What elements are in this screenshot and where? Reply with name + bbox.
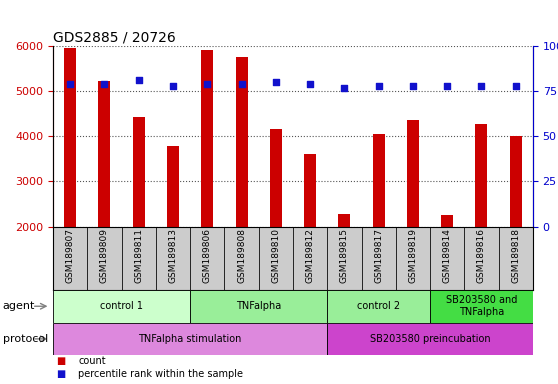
Text: GSM189807: GSM189807 — [66, 228, 75, 283]
Point — [203, 81, 211, 87]
Text: GSM189806: GSM189806 — [203, 228, 211, 283]
Text: SB203580 and
TNFalpha: SB203580 and TNFalpha — [446, 295, 517, 317]
Text: GSM189819: GSM189819 — [408, 228, 417, 283]
Bar — [201, 50, 213, 227]
Bar — [293, 227, 327, 290]
Point — [306, 81, 315, 87]
Text: GSM189812: GSM189812 — [306, 228, 315, 283]
Bar — [373, 134, 384, 227]
Text: protocol: protocol — [3, 334, 48, 344]
Point — [408, 83, 417, 89]
Point — [169, 83, 177, 89]
Bar — [499, 227, 533, 290]
Text: GSM189810: GSM189810 — [271, 228, 280, 283]
Text: control 1: control 1 — [100, 301, 143, 311]
Bar — [464, 227, 499, 290]
Text: control 2: control 2 — [357, 301, 400, 311]
Bar — [430, 227, 464, 290]
Bar — [167, 146, 179, 227]
Text: GSM189809: GSM189809 — [100, 228, 109, 283]
Bar — [407, 120, 419, 227]
Text: GSM189811: GSM189811 — [134, 228, 143, 283]
Point — [374, 83, 383, 89]
Bar — [190, 290, 327, 323]
Bar — [396, 227, 430, 290]
Bar — [53, 290, 190, 323]
Text: ■: ■ — [56, 369, 65, 379]
Bar — [270, 129, 282, 227]
Text: agent: agent — [3, 301, 35, 311]
Point — [271, 79, 280, 85]
Text: GSM189814: GSM189814 — [442, 228, 451, 283]
Bar — [122, 227, 156, 290]
Bar — [87, 227, 122, 290]
Point — [100, 81, 109, 87]
Text: TNFalpha stimulation: TNFalpha stimulation — [138, 334, 242, 344]
Bar — [259, 227, 293, 290]
Bar — [475, 124, 488, 227]
Bar — [327, 227, 362, 290]
Point — [511, 83, 520, 89]
Text: percentile rank within the sample: percentile rank within the sample — [78, 369, 243, 379]
Text: GSM189817: GSM189817 — [374, 228, 383, 283]
Text: GSM189813: GSM189813 — [169, 228, 177, 283]
Point — [237, 81, 246, 87]
Point — [477, 83, 486, 89]
Text: SB203580 preincubation: SB203580 preincubation — [370, 334, 490, 344]
Text: GSM189815: GSM189815 — [340, 228, 349, 283]
Bar — [235, 57, 248, 227]
Point — [442, 83, 451, 89]
Bar — [53, 323, 327, 355]
Bar — [304, 154, 316, 227]
Bar — [430, 290, 533, 323]
Bar — [327, 323, 533, 355]
Bar — [156, 227, 190, 290]
Text: GSM189818: GSM189818 — [511, 228, 520, 283]
Bar — [98, 81, 110, 227]
Bar — [510, 136, 522, 227]
Bar — [64, 48, 76, 227]
Point — [134, 77, 143, 83]
Bar — [53, 227, 87, 290]
Text: ■: ■ — [56, 356, 65, 366]
Text: count: count — [78, 356, 106, 366]
Point — [340, 84, 349, 91]
Bar — [224, 227, 259, 290]
Bar — [441, 215, 453, 227]
Bar — [190, 227, 224, 290]
Point — [66, 81, 75, 87]
Bar — [327, 290, 430, 323]
Bar — [362, 227, 396, 290]
Text: GSM189808: GSM189808 — [237, 228, 246, 283]
Bar — [133, 117, 145, 227]
Text: TNFalpha: TNFalpha — [236, 301, 281, 311]
Text: GDS2885 / 20726: GDS2885 / 20726 — [53, 31, 176, 45]
Text: GSM189816: GSM189816 — [477, 228, 486, 283]
Bar — [338, 214, 350, 227]
